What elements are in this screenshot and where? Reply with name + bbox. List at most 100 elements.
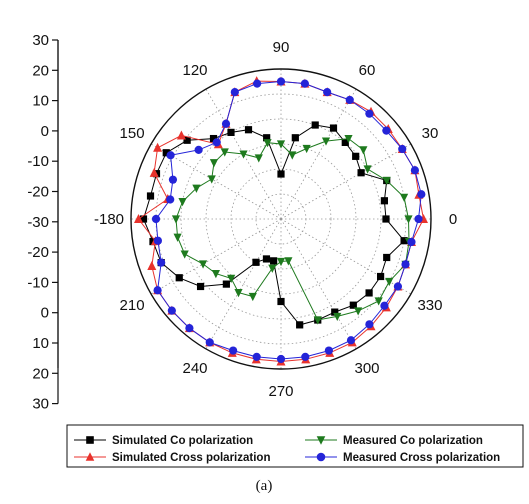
- data-point-triangle-down: [284, 257, 293, 266]
- data-point-triangle-down: [302, 144, 311, 154]
- legend-item: Simulated Cross polarization: [74, 452, 270, 464]
- data-point-circle: [153, 286, 162, 295]
- data-point-square: [227, 128, 235, 136]
- data-point-triangle-down: [173, 233, 182, 242]
- radial-tick-label: 20: [32, 365, 49, 382]
- data-point-circle: [166, 151, 175, 160]
- data-point-circle: [300, 79, 309, 88]
- data-point-triangle-down: [209, 159, 219, 168]
- data-point-triangle-down: [276, 257, 286, 267]
- data-point-square: [277, 170, 285, 178]
- data-point-triangle-down: [333, 312, 342, 322]
- angle-tick-label: 30: [422, 125, 439, 142]
- data-point-square: [244, 126, 253, 134]
- data-point-triangle-down: [354, 307, 363, 316]
- data-point-square: [382, 215, 390, 223]
- data-point-square: [380, 197, 389, 205]
- radial-tick-label: 10: [32, 93, 49, 110]
- legend-label: Measured Co polarization: [343, 435, 483, 447]
- data-point-triangle-down: [276, 140, 286, 149]
- radial-tick-label: -10: [27, 274, 49, 291]
- data-point-square: [383, 253, 391, 262]
- data-point-square: [352, 152, 360, 160]
- series-group: [151, 77, 426, 364]
- data-point-triangle-up: [149, 167, 159, 177]
- series-group: [171, 134, 414, 325]
- data-point-square: [263, 134, 271, 142]
- data-point-circle: [365, 320, 374, 329]
- data-point-square: [262, 255, 271, 263]
- data-point-square: [400, 237, 408, 245]
- radial-tick-label: 0: [41, 305, 49, 322]
- data-point-square: [331, 308, 339, 316]
- radial-axis: 30 20 10 0 -10 -20 -30 -20 -10 0 10 20 30: [27, 32, 59, 413]
- data-point-square: [209, 134, 218, 143]
- data-point-triangle-down: [211, 270, 220, 279]
- legend-item: Measured Cross polarization: [305, 452, 500, 464]
- angle-tick-label: 120: [182, 62, 207, 79]
- data-point-triangle-down: [207, 175, 216, 184]
- legend-item: Measured Co polarization: [305, 435, 483, 447]
- data-point-triangle-down: [254, 154, 263, 163]
- data-point-circle: [407, 237, 416, 247]
- data-point-circle: [417, 190, 426, 199]
- data-point-circle: [185, 324, 194, 333]
- data-point-circle: [229, 346, 238, 355]
- grid-spoke: [205, 218, 282, 350]
- radial-tick-label: -10: [27, 153, 49, 170]
- data-point-triangle-down: [171, 215, 181, 224]
- legend: Simulated Co polarization Measured Co pol…: [66, 424, 524, 468]
- data-point-triangle-up: [147, 261, 157, 271]
- angle-tick-label: 210: [120, 297, 145, 314]
- radial-tick-label: 20: [32, 62, 49, 79]
- data-point-square: [252, 258, 260, 266]
- data-point-square: [175, 274, 183, 282]
- data-point-circle: [252, 352, 261, 361]
- angle-tick-label: 240: [182, 360, 207, 377]
- radial-tick-label: -20: [27, 184, 49, 201]
- angle-tick-label: 300: [354, 360, 379, 377]
- radial-tick-label: 10: [32, 335, 49, 352]
- data-point-circle: [276, 354, 286, 364]
- radial-tick-label: -30: [27, 214, 49, 231]
- data-point-square: [146, 192, 155, 200]
- data-point-circle: [414, 214, 423, 224]
- figure-caption: (a): [256, 478, 273, 494]
- data-point-circle: [398, 144, 407, 154]
- series-line: [142, 124, 405, 326]
- grid-spoke: [280, 218, 357, 350]
- data-point-square: [270, 257, 278, 265]
- angle-tick-label: 90: [273, 39, 290, 56]
- data-point-triangle-down: [220, 148, 229, 157]
- grid-spoke: [205, 88, 282, 220]
- data-point-circle: [157, 258, 166, 267]
- data-point-circle: [323, 88, 332, 97]
- angle-tick-label: 270: [268, 383, 293, 400]
- angle-tick-label: 0: [449, 211, 457, 228]
- data-point-circle: [205, 338, 214, 347]
- series-line: [155, 80, 422, 360]
- grid-spoke: [150, 218, 282, 295]
- angle-tick-label: -180: [94, 211, 124, 228]
- data-point-triangle-down: [234, 289, 243, 298]
- data-point-circle: [212, 138, 221, 147]
- data-point-circle: [276, 77, 286, 86]
- legend-label: Measured Cross polarization: [343, 452, 500, 464]
- data-point-square: [196, 282, 205, 291]
- data-point-square: [296, 321, 304, 329]
- data-point-triangle-down: [239, 150, 248, 159]
- legend-label: Simulated Cross polarization: [112, 452, 270, 464]
- polar-grid: [130, 68, 432, 370]
- data-point-square: [349, 301, 357, 309]
- data-point-square: [162, 149, 170, 157]
- angular-tick-labels: 0 30 60 90 120 150 -180 210 240 270 300 330: [94, 39, 457, 400]
- data-point-triangle-down: [363, 165, 372, 174]
- data-point-circle: [151, 214, 161, 224]
- data-point-circle: [153, 236, 162, 245]
- data-point-circle: [316, 452, 326, 462]
- data-point-triangle-down: [344, 134, 353, 144]
- data-point-circle: [401, 260, 410, 269]
- data-point-circle: [221, 119, 231, 128]
- data-point-circle: [346, 336, 356, 345]
